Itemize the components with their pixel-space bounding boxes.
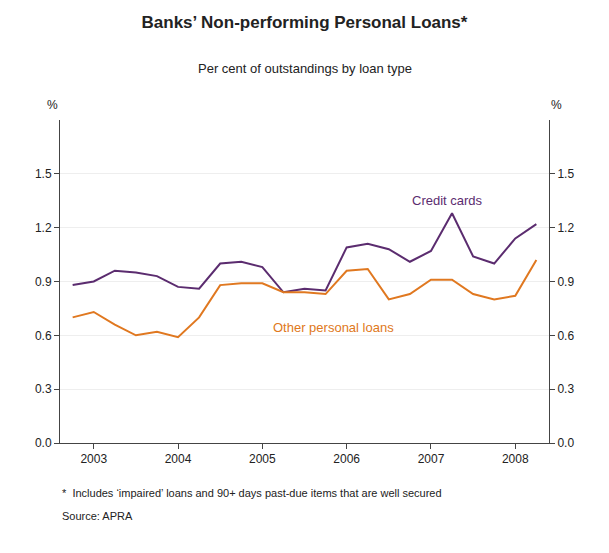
svg-text:1.5: 1.5 xyxy=(557,167,574,181)
svg-text:0.0: 0.0 xyxy=(35,436,52,450)
svg-text:2006: 2006 xyxy=(333,452,360,466)
svg-text:Other personal loans: Other personal loans xyxy=(273,320,394,335)
svg-text:0.3: 0.3 xyxy=(35,382,52,396)
svg-text:0.9: 0.9 xyxy=(35,275,52,289)
svg-text:0.0: 0.0 xyxy=(557,436,574,450)
svg-text:2005: 2005 xyxy=(249,452,276,466)
svg-text:2008: 2008 xyxy=(502,452,529,466)
svg-text:%: % xyxy=(47,98,58,112)
svg-text:1.2: 1.2 xyxy=(35,221,52,235)
svg-text:0.3: 0.3 xyxy=(557,382,574,396)
svg-text:%: % xyxy=(551,98,562,112)
svg-text:2007: 2007 xyxy=(418,452,445,466)
svg-text:* Includes ‘impaired’ loans a: * Includes ‘impaired’ loans and 90+ days… xyxy=(62,487,442,499)
svg-text:0.6: 0.6 xyxy=(35,329,52,343)
svg-text:Banks’ Non-performing Personal: Banks’ Non-performing Personal Loans* xyxy=(142,13,468,32)
svg-text:Per cent of outstandings by lo: Per cent of outstandings by loan type xyxy=(198,61,412,76)
svg-text:Source: APRA: Source: APRA xyxy=(62,510,133,522)
svg-text:Credit cards: Credit cards xyxy=(412,193,483,208)
svg-text:2003: 2003 xyxy=(80,452,107,466)
svg-text:0.6: 0.6 xyxy=(557,329,574,343)
svg-text:2004: 2004 xyxy=(165,452,192,466)
svg-text:1.2: 1.2 xyxy=(557,221,574,235)
svg-text:1.5: 1.5 xyxy=(35,167,52,181)
svg-text:0.9: 0.9 xyxy=(557,275,574,289)
